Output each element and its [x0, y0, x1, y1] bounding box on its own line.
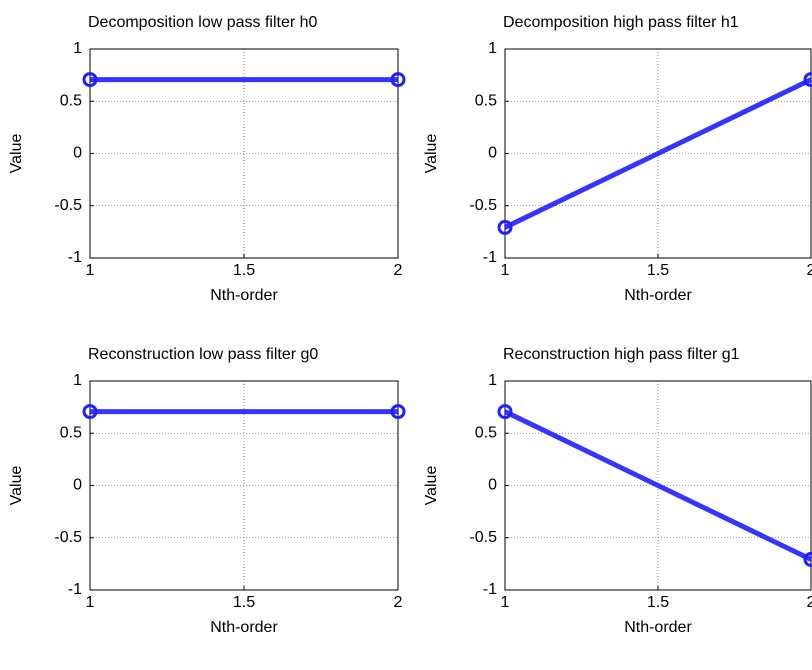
y-axis-label: Value: [423, 466, 440, 506]
y-tick-label: -0.5: [54, 197, 82, 214]
x-tick-label: 1: [501, 262, 510, 279]
y-axis-label: Value: [8, 466, 25, 506]
point-marker: [390, 404, 406, 420]
x-axis-label: Nth-order: [210, 619, 278, 636]
x-tick-label: 1.5: [647, 262, 669, 279]
y-tick-label: 1: [73, 40, 82, 57]
series-line: [503, 409, 812, 562]
y-tick-label: 1: [488, 372, 497, 389]
axes-frame: [504, 380, 812, 591]
y-tick-label: 0.5: [60, 424, 82, 441]
x-axis-label: Nth-order: [624, 287, 692, 304]
chart-title: Decomposition high pass filter h1: [503, 14, 739, 31]
y-tick-label: 0.5: [475, 92, 497, 109]
x-tick-label: 2: [394, 262, 403, 279]
y-tick-label: 0.5: [475, 424, 497, 441]
point-marker: [497, 219, 513, 235]
x-tick-label: 1: [86, 262, 95, 279]
y-tick-label: -1: [483, 249, 497, 266]
point-marker: [803, 72, 812, 88]
point-marker: [82, 72, 98, 88]
axes-frame: [89, 380, 399, 591]
point-marker: [82, 404, 98, 420]
y-tick-label: 1: [73, 372, 82, 389]
y-axis-label: Value: [423, 134, 440, 174]
y-tick-label: 0: [73, 145, 82, 162]
x-tick-label: 1.5: [647, 594, 669, 611]
x-tick-label: 2: [394, 594, 403, 611]
y-tick-label: -0.5: [54, 529, 82, 546]
y-tick-label: -0.5: [469, 529, 497, 546]
x-tick-label: 2: [807, 594, 812, 611]
y-tick-label: 0: [488, 145, 497, 162]
axes-frame: [504, 48, 812, 259]
x-tick-label: 1.5: [233, 262, 255, 279]
y-tick-label: -0.5: [469, 197, 497, 214]
series-line: [503, 77, 812, 230]
y-tick-label: -1: [483, 581, 497, 598]
chart-title: Reconstruction high pass filter g1: [503, 346, 740, 363]
x-tick-label: 1: [86, 594, 95, 611]
chart-title: Decomposition low pass filter h0: [88, 14, 318, 31]
y-tick-label: 0: [73, 477, 82, 494]
y-axis-label: Value: [8, 134, 25, 174]
x-tick-label: 1: [501, 594, 510, 611]
x-tick-label: 2: [807, 262, 812, 279]
y-tick-label: 1: [488, 40, 497, 57]
y-tick-label: 0: [488, 477, 497, 494]
y-tick-label: -1: [68, 581, 82, 598]
point-marker: [803, 551, 812, 567]
chart-title: Reconstruction low pass filter g0: [88, 346, 318, 363]
axes-frame: [89, 48, 399, 259]
y-tick-label: 0.5: [60, 92, 82, 109]
x-tick-label: 1.5: [233, 594, 255, 611]
x-axis-label: Nth-order: [210, 287, 278, 304]
x-axis-label: Nth-order: [624, 619, 692, 636]
point-marker: [390, 72, 406, 88]
point-marker: [497, 404, 513, 420]
y-tick-label: -1: [68, 249, 82, 266]
